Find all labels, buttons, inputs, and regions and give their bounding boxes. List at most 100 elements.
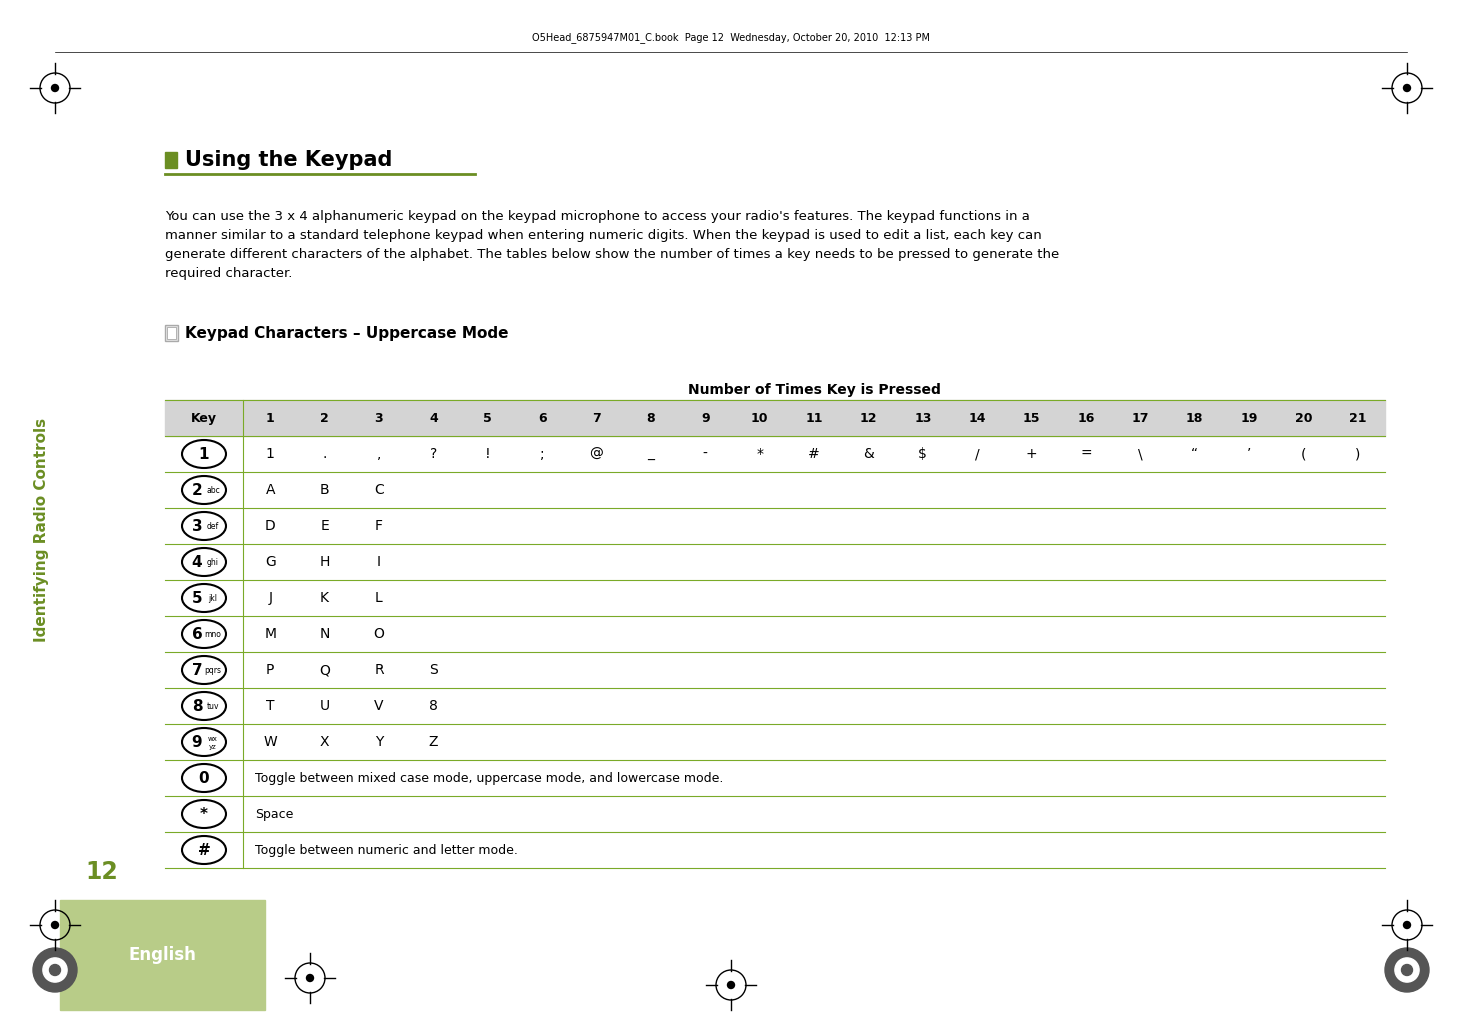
Circle shape <box>1385 948 1428 992</box>
Text: I: I <box>377 555 382 569</box>
Text: ): ) <box>1355 447 1361 461</box>
Circle shape <box>42 958 67 982</box>
Ellipse shape <box>181 585 227 612</box>
Text: Toggle between mixed case mode, uppercase mode, and lowercase mode.: Toggle between mixed case mode, uppercas… <box>254 772 724 784</box>
Circle shape <box>307 975 313 982</box>
Text: manner similar to a standard telephone keypad when entering numeric digits. When: manner similar to a standard telephone k… <box>165 229 1042 242</box>
Text: 2: 2 <box>192 482 202 497</box>
Ellipse shape <box>181 728 227 756</box>
Text: 8: 8 <box>192 699 202 713</box>
Text: X: X <box>320 735 329 749</box>
Text: 11: 11 <box>806 411 823 424</box>
Circle shape <box>1395 958 1420 982</box>
Text: generate different characters of the alphabet. The tables below show the number : generate different characters of the alp… <box>165 248 1060 261</box>
Text: 12: 12 <box>860 411 877 424</box>
Text: 8: 8 <box>428 699 437 713</box>
Text: B: B <box>320 483 329 497</box>
Text: ,: , <box>377 447 382 461</box>
Text: Using the Keypad: Using the Keypad <box>186 150 392 170</box>
Text: 6: 6 <box>538 411 547 424</box>
Text: 5: 5 <box>192 591 202 606</box>
Circle shape <box>50 964 60 976</box>
Circle shape <box>1404 922 1411 929</box>
Text: M: M <box>265 627 276 641</box>
Text: O5Head_6875947M01_C.book  Page 12  Wednesday, October 20, 2010  12:13 PM: O5Head_6875947M01_C.book Page 12 Wednesd… <box>532 32 930 44</box>
Text: 8: 8 <box>646 411 655 424</box>
Text: 4: 4 <box>428 411 437 424</box>
Text: ghi: ghi <box>208 557 219 566</box>
Text: Keypad Characters – Uppercase Mode: Keypad Characters – Uppercase Mode <box>186 325 509 340</box>
Ellipse shape <box>181 692 227 720</box>
Text: wx: wx <box>208 736 218 742</box>
Text: 7: 7 <box>592 411 601 424</box>
Text: def: def <box>208 522 219 531</box>
Text: Toggle between numeric and letter mode.: Toggle between numeric and letter mode. <box>254 844 518 857</box>
Text: !: ! <box>485 447 491 461</box>
Text: @: @ <box>589 447 604 461</box>
Text: 1: 1 <box>266 447 275 461</box>
Text: #: # <box>197 843 211 857</box>
Text: (: ( <box>1301 447 1306 461</box>
Text: D: D <box>265 519 275 533</box>
Ellipse shape <box>181 548 227 576</box>
Text: E: E <box>320 519 329 533</box>
Ellipse shape <box>181 656 227 684</box>
Text: 0: 0 <box>199 771 209 785</box>
Text: G: G <box>265 555 275 569</box>
Text: 1: 1 <box>199 447 209 462</box>
Text: 3: 3 <box>374 411 383 424</box>
Text: 17: 17 <box>1132 411 1149 424</box>
Text: 14: 14 <box>968 411 985 424</box>
Text: W: W <box>263 735 278 749</box>
Text: ?: ? <box>430 447 437 461</box>
Text: #: # <box>808 447 820 461</box>
Text: -: - <box>703 447 708 461</box>
Ellipse shape <box>181 764 227 792</box>
FancyBboxPatch shape <box>167 327 175 339</box>
Text: J: J <box>268 591 272 605</box>
Bar <box>165 400 1385 436</box>
Ellipse shape <box>181 800 227 828</box>
Circle shape <box>51 922 58 929</box>
Ellipse shape <box>181 620 227 648</box>
Text: U: U <box>320 699 329 713</box>
Text: yz: yz <box>209 744 216 750</box>
Text: 10: 10 <box>751 411 769 424</box>
Circle shape <box>34 948 77 992</box>
Text: 19: 19 <box>1240 411 1257 424</box>
Text: =: = <box>1080 447 1092 461</box>
Circle shape <box>51 84 58 91</box>
Text: 3: 3 <box>192 519 202 534</box>
Text: required character.: required character. <box>165 267 292 280</box>
Text: mno: mno <box>205 629 221 638</box>
Text: P: P <box>266 663 275 677</box>
Text: 6: 6 <box>192 626 202 641</box>
Text: 9: 9 <box>192 734 202 750</box>
Ellipse shape <box>181 476 227 504</box>
Text: *: * <box>200 806 208 822</box>
Text: 18: 18 <box>1186 411 1203 424</box>
Text: Identifying Radio Controls: Identifying Radio Controls <box>35 418 50 642</box>
Text: ’: ’ <box>1247 447 1251 461</box>
Text: 13: 13 <box>914 411 931 424</box>
Text: .: . <box>323 447 327 461</box>
Ellipse shape <box>181 836 227 864</box>
Text: 9: 9 <box>700 411 709 424</box>
Text: R: R <box>374 663 383 677</box>
Text: 7: 7 <box>192 663 202 678</box>
Text: L: L <box>376 591 383 605</box>
Text: /: / <box>975 447 980 461</box>
Text: tuv: tuv <box>206 701 219 710</box>
Bar <box>165 152 177 168</box>
Text: S: S <box>428 663 437 677</box>
Text: ;: ; <box>539 447 544 461</box>
Text: Q: Q <box>319 663 330 677</box>
Circle shape <box>1404 84 1411 91</box>
Text: V: V <box>374 699 383 713</box>
Circle shape <box>1402 964 1412 976</box>
Text: +: + <box>1026 447 1038 461</box>
Text: abc: abc <box>206 485 219 494</box>
Text: pqrs: pqrs <box>205 666 222 675</box>
Text: Number of Times Key is Pressed: Number of Times Key is Pressed <box>687 383 940 397</box>
Text: 1: 1 <box>266 411 275 424</box>
